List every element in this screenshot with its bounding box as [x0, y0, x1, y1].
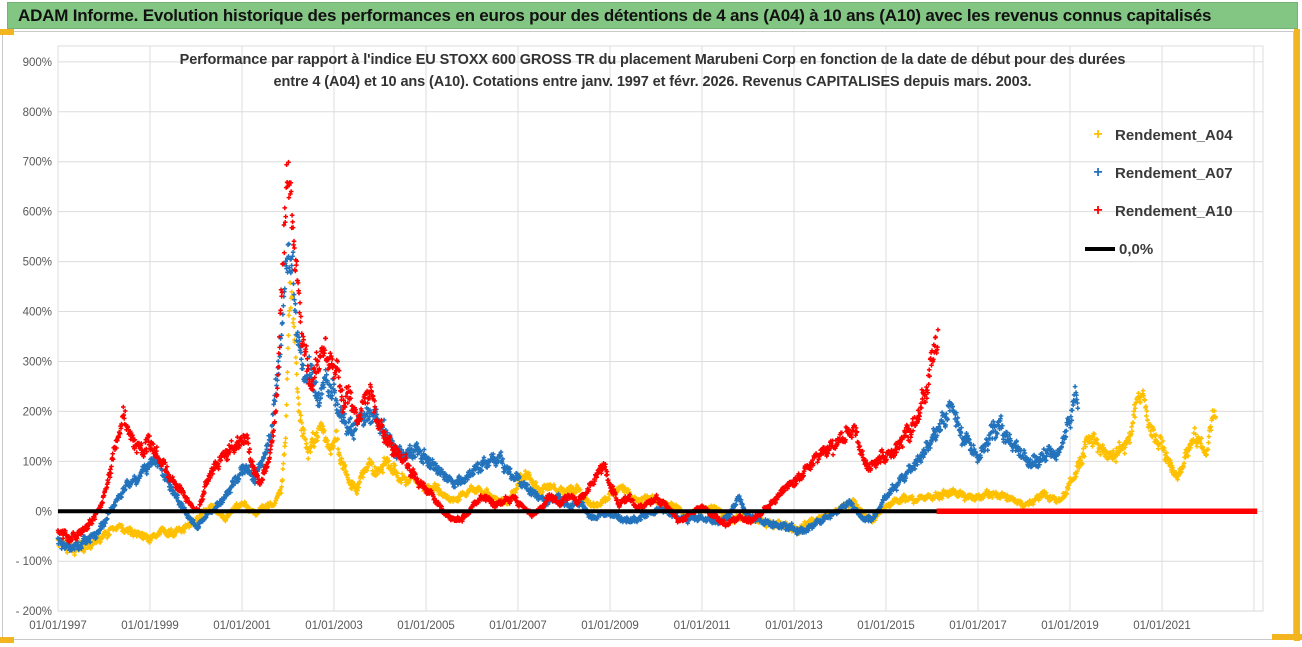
y-tick-label: 900%	[23, 57, 52, 69]
gold-frame-top-left	[0, 29, 14, 35]
x-tick-label: 01/01/2005	[397, 620, 455, 632]
chart-title-line2: entre 4 (A04) et 10 ans (A10). Cotations…	[273, 74, 1032, 90]
legend-item-a10: + Rendement_A10	[1085, 192, 1270, 230]
zero-line-icon	[1085, 247, 1115, 251]
x-tick-label: 01/01/2007	[489, 620, 547, 632]
legend: + Rendement_A04 + Rendement_A07 + Rendem…	[1085, 116, 1270, 268]
chart-title-line1: Performance par rapport à l'indice EU ST…	[179, 52, 1126, 68]
gold-frame-right	[1294, 29, 1300, 641]
x-tick-label: 01/01/2011	[674, 620, 731, 632]
x-tick-label: 01/01/2001	[213, 620, 271, 632]
y-tick-label: 100%	[23, 456, 52, 468]
legend-item-a07: + Rendement_A07	[1085, 154, 1270, 192]
x-tick-label: 01/01/2015	[857, 620, 915, 632]
gold-frame-bottom-left	[0, 637, 14, 643]
legend-label-a10: Rendement_A10	[1115, 202, 1233, 220]
y-tick-label: - 200%	[16, 606, 52, 618]
legend-label-zero: 0,0%	[1119, 240, 1154, 258]
y-tick-label: 700%	[23, 157, 52, 169]
y-tick-label: 600%	[23, 207, 52, 219]
x-tick-label: 01/01/1999	[121, 620, 179, 632]
legend-item-a04: + Rendement_A04	[1085, 116, 1270, 154]
x-tick-label: 01/01/2003	[305, 620, 363, 632]
y-tick-label: - 100%	[16, 556, 52, 568]
x-tick-label: 01/01/2019	[1041, 620, 1099, 632]
x-tick-label: 01/01/2017	[949, 620, 1007, 632]
y-tick-label: 300%	[23, 356, 52, 368]
y-tick-label: 500%	[23, 257, 52, 269]
report-title-bar: ADAM Informe. Evolution historique des p…	[7, 2, 1298, 29]
legend-label-a07: Rendement_A07	[1115, 164, 1233, 182]
series-Rendement_A10-points	[55, 159, 941, 545]
chart-title: Performance par rapport à l'indice EU ST…	[170, 49, 1135, 93]
chart-card	[2, 31, 1294, 640]
plus-marker-icon: +	[1093, 126, 1103, 143]
y-tick-label: 800%	[23, 107, 52, 119]
gold-frame-bottom-right	[1272, 634, 1302, 640]
x-tick-label: 01/01/2013	[765, 620, 823, 632]
plot-border	[57, 45, 1264, 612]
report-title: ADAM Informe. Evolution historique des p…	[18, 5, 1212, 25]
y-tick-label: 0%	[35, 506, 52, 518]
x-tick-label: 01/01/1997	[29, 620, 87, 632]
series-Rendement_A04-points	[55, 280, 1219, 558]
plus-marker-icon: +	[1093, 164, 1103, 181]
y-tick-label: 400%	[23, 307, 52, 319]
x-tick-label: 01/01/2021	[1133, 620, 1191, 632]
legend-label-a04: Rendement_A04	[1115, 126, 1233, 144]
legend-item-zero: 0,0%	[1085, 230, 1270, 268]
y-tick-label: 200%	[23, 406, 52, 418]
plus-marker-icon: +	[1093, 202, 1103, 219]
x-tick-label: 01/01/2009	[581, 620, 639, 632]
